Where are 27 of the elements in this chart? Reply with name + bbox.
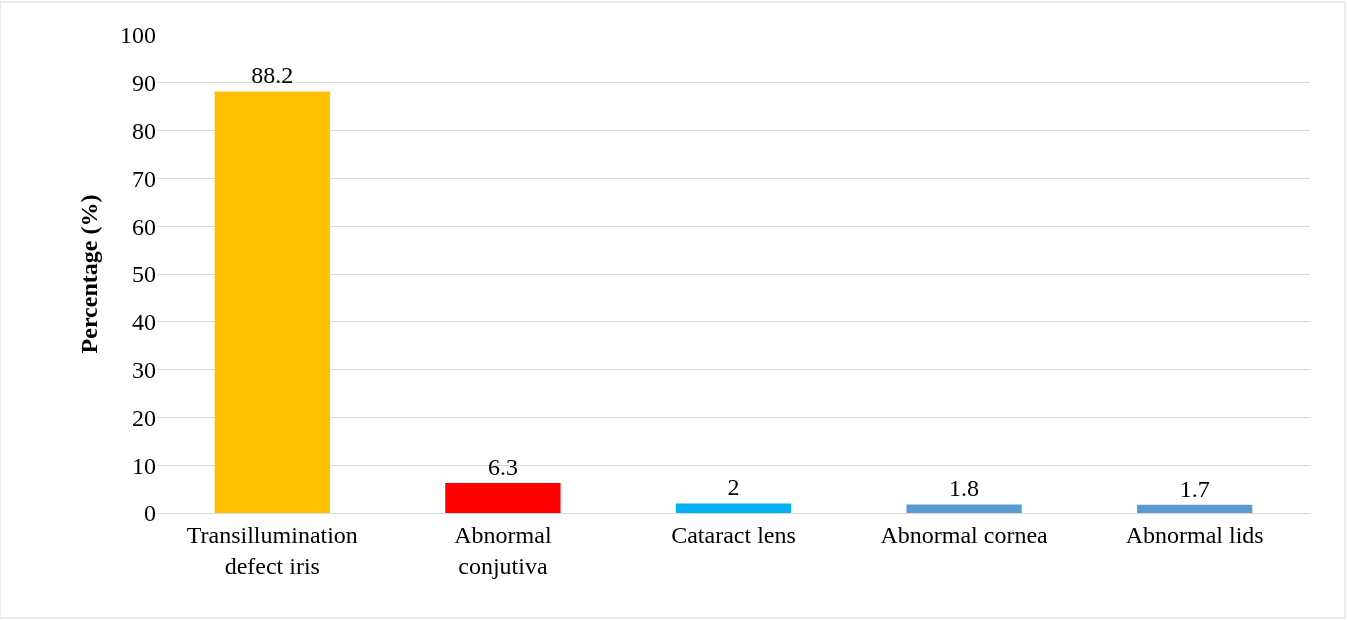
y-axis-title: Percentage (%)	[76, 194, 103, 354]
bar	[675, 503, 792, 513]
bar	[214, 91, 330, 513]
y-tick-label: 70	[132, 165, 156, 192]
x-tick-label: Abnormal cornea	[880, 521, 1049, 548]
y-tick-label: 90	[132, 70, 156, 97]
y-tick-label: 30	[132, 357, 156, 383]
y-tick-label: 20	[132, 404, 156, 431]
y-tick-label: 80	[132, 118, 156, 144]
bar	[1137, 504, 1253, 513]
data-label: 2	[727, 474, 740, 501]
bar	[906, 504, 1022, 513]
y-tick-label: 60	[132, 213, 156, 240]
data-label: 1.8	[949, 475, 980, 502]
y-tick-label: 10	[132, 452, 156, 479]
y-tick-label: 40	[132, 309, 156, 336]
x-tick-label: Transillumination defect iris	[186, 521, 358, 579]
y-tick-label: 100	[120, 22, 156, 49]
y-tick-label: 0	[144, 500, 156, 527]
x-tick-label: Abnormal lids	[1125, 521, 1264, 548]
data-label: 88.2	[251, 62, 294, 89]
x-tick-label: Abnormal conjutiva	[454, 521, 552, 579]
bar	[445, 482, 561, 513]
y-tick-label: 50	[132, 261, 156, 288]
x-tick-label: Cataract lens	[671, 521, 796, 548]
data-label: 1.7	[1179, 475, 1210, 502]
data-label: 6.3	[487, 453, 518, 480]
